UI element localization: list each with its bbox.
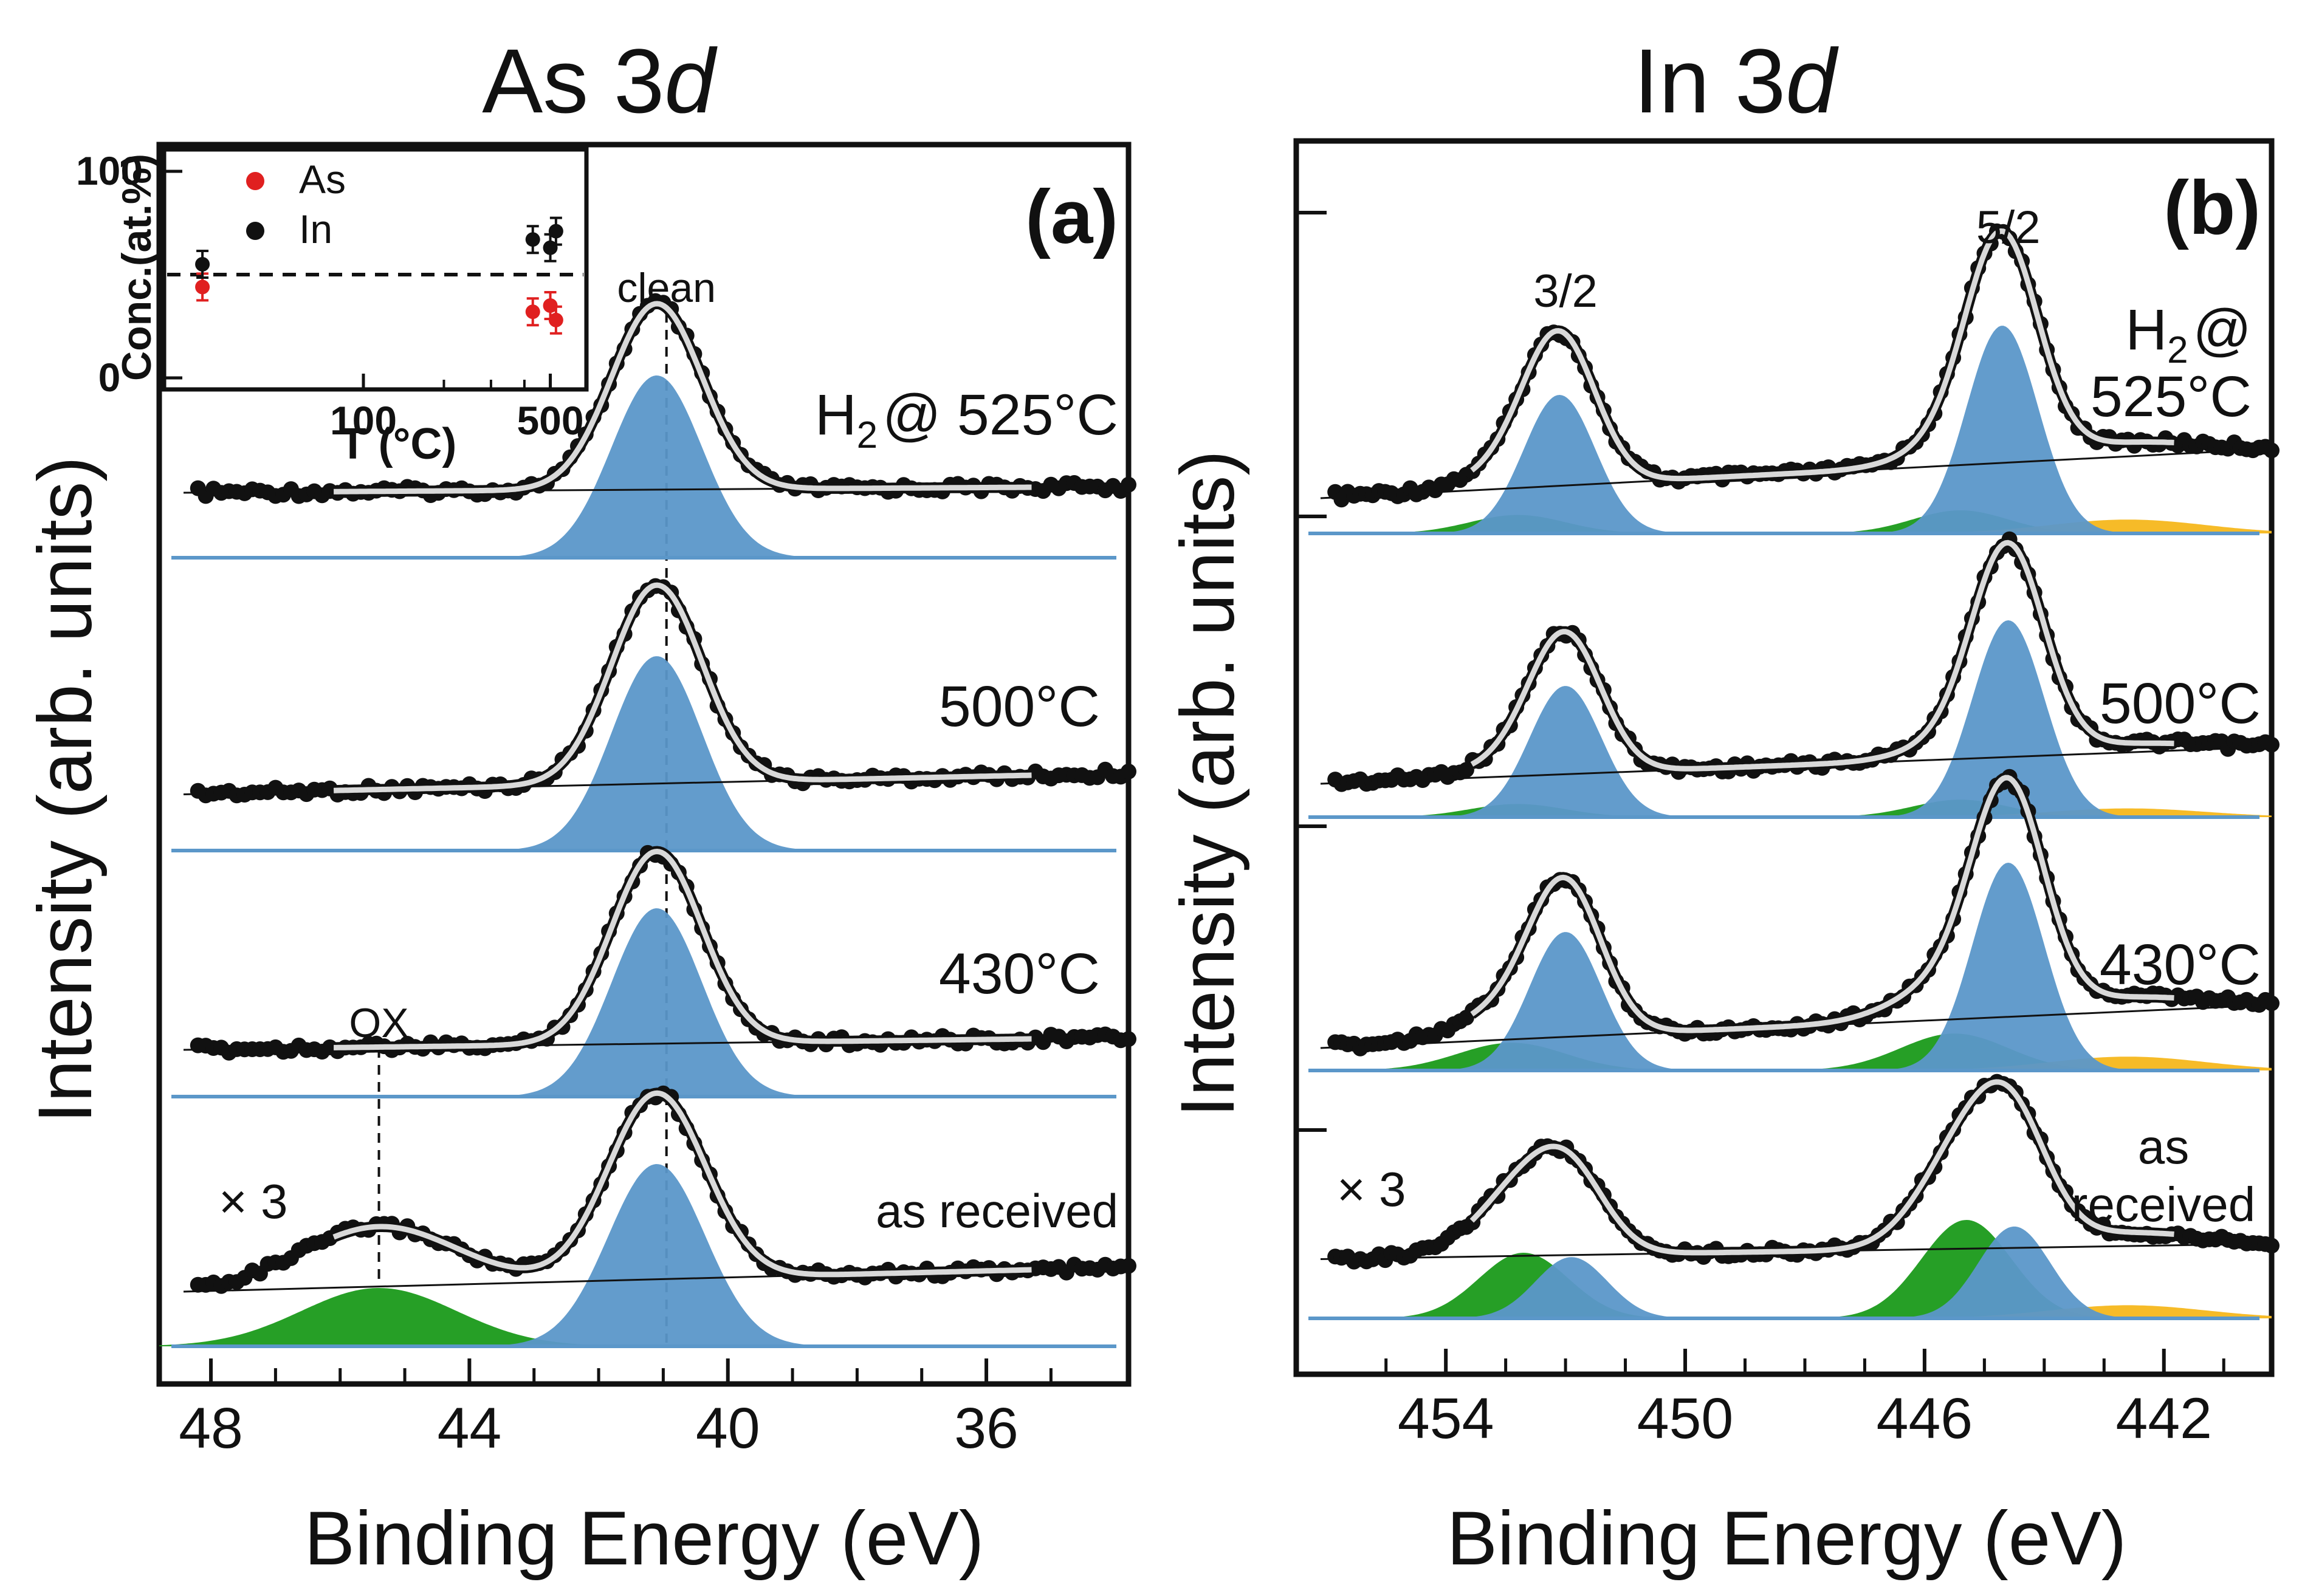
panel-a-spectrum-label-2: 430°C [939, 942, 1100, 1006]
panel-a-xtick-label-48: 48 [179, 1396, 243, 1461]
panel-a-spectrum-3: as received × 3 [159, 1085, 1136, 1348]
panel-a-label-rest: @ 525°C [882, 383, 1118, 447]
panel-b-component-in-3d3-2-2-3 [1296, 932, 2272, 1070]
panel-a-data-point [1121, 763, 1136, 779]
panel-b-data-points-3 [1327, 1074, 2280, 1270]
inset-point-as [195, 279, 210, 295]
panel-a-multiplier-label: × 3 [219, 1174, 287, 1228]
panel-b-component-in-3d5-2-0-4 [1296, 326, 2272, 533]
inset-xtick-label-100: 100 [330, 398, 397, 443]
inset-legend-marker-as [246, 172, 264, 190]
panel-b-frame [1293, 138, 2275, 1377]
inset-point-in [548, 224, 563, 239]
panel-b-label-sub: 2 [2167, 329, 2188, 371]
panel-a-fit-envelope-3 [332, 1090, 1032, 1278]
panel-b-component-in-3d5-2-1-4 [1296, 620, 2272, 817]
panel-a-fit-envelope-1 [333, 582, 1032, 793]
panel-b-spectrum-label-0: H2@ [2125, 298, 2252, 371]
panel-b-component-in-3d3-2-0-3 [1296, 395, 2272, 533]
panel-a-xlabel: Binding Energy (eV) [304, 1496, 984, 1581]
panel-b-fit-envelope-1 [1470, 539, 2174, 772]
panel-a-xtick-label-44: 44 [438, 1396, 502, 1461]
panel-b-component-in-3d3-2-1-3 [1296, 686, 2272, 817]
panel-b-spectrum-label-line2-3: received [2072, 1177, 2255, 1231]
inset-point-in [195, 257, 210, 272]
panel-b-spectrum-0: H2@525°C [1296, 223, 2280, 535]
inset-concentration: 0 100 100 500 T (°C) Conc.(at.%) As In [76, 147, 589, 468]
panel-a-spectrum-label-1: 500°C [939, 674, 1100, 739]
panel-a-ylabel: Intensity (arb. units) [23, 456, 108, 1123]
inset-legend-in: In [299, 207, 332, 252]
panel-a-title: As 3d [482, 30, 718, 132]
inset-legend-marker-in [246, 222, 264, 240]
panel-b-label-h: H [2125, 298, 2167, 362]
panel-a-label-h: H [815, 383, 857, 447]
panel-a-label-sub: 2 [857, 414, 878, 456]
inset-point-in [525, 232, 540, 247]
panel-b-peak-label-0: 3/2 [1533, 265, 1598, 317]
inset-frame [162, 147, 589, 392]
panel-a-xtick-label-36: 36 [954, 1396, 1019, 1461]
panel-b-multiplier-label: × 3 [1337, 1162, 1406, 1216]
panel-b-spectrum-label-2: 430°C [2100, 933, 2261, 997]
panel-b-data-point [2264, 1238, 2280, 1254]
inset-xlabel: T (°C) [340, 420, 457, 468]
panel-b-spectrum-label-1: 500°C [2100, 671, 2261, 736]
panel-b-label-rest: @ [2193, 298, 2252, 362]
panel-a-label: (a) [1025, 175, 1118, 259]
panel-a-spectrum-label-0: H2@ 525°C [815, 383, 1118, 456]
panel-b-spectrum-label-line2-0: 525°C [2091, 365, 2252, 429]
panel-a-spectrum-1: 500°C [159, 578, 1136, 852]
panel-b-fit-envelope-3 [1469, 1079, 2174, 1256]
panel-b-xtick-label-454: 454 [1398, 1386, 1494, 1451]
panel-b-fit-envelope-2 [1470, 775, 2174, 1033]
inset-xtick-label-500: 500 [517, 398, 583, 443]
panel-b-data-point [2264, 442, 2280, 459]
panel-a-data-point [1121, 1031, 1136, 1047]
panel-b-xlabel: Binding Energy (eV) [1447, 1496, 2127, 1581]
panel-b-data-point [2264, 995, 2280, 1012]
inset-ytick-label-100: 100 [76, 148, 143, 193]
panel-b-xtick-label-446: 446 [1877, 1386, 1973, 1451]
panel-b-component-in-3d3-2-3-3 [1296, 1257, 2272, 1318]
panel-b-component-in-3d5-2-3-4 [1296, 1226, 2272, 1318]
panel-a-fit-envelope-2 [334, 848, 1032, 1050]
panel-b-ylabel: Intensity (arb. units) [1166, 450, 1250, 1117]
panel-b-peak-label-1: 5/2 [1976, 202, 2041, 253]
inset-point-as [525, 304, 540, 320]
panel-a-spectrum-2: 430°C [159, 844, 1136, 1098]
panel-a-xtick-label-40: 40 [696, 1396, 760, 1461]
panel-b-component-in-3d5-2-2-4 [1296, 863, 2272, 1070]
panel-b-title: In 3d [1634, 30, 1839, 132]
panel-a-component-as-clean-0-0 [159, 375, 1129, 558]
panel-b-xtick-label-442: 442 [2116, 1386, 2213, 1451]
panel-a-data-point [1121, 1258, 1136, 1274]
panel-b-data-point [2264, 736, 2280, 753]
panel-b-fit-outline-3 [1468, 1076, 2175, 1258]
panel-b-spectrum-2: 430°C [1296, 769, 2280, 1072]
panel-b-xtick-label-450: 450 [1637, 1386, 1734, 1451]
panel-b-spectrum-1: 500°C [1296, 531, 2280, 819]
panel-b-spectrum-label-3: as [2138, 1120, 2190, 1174]
panel-a-fit-envelope-0 [334, 301, 1032, 495]
inset-ytick-label-0: 0 [98, 355, 121, 400]
panel-a-component-as-clean-1-0 [159, 656, 1129, 851]
panel-a-component-as-clean-3-1 [159, 1164, 1129, 1346]
panel-b-label: (b) [2163, 166, 2261, 250]
inset-point-as [548, 312, 563, 327]
panel-a-spectrum-label-3: as received [876, 1184, 1118, 1238]
panel-a-spectrum-0: H2@ 525°C [159, 293, 1136, 560]
panel-a-component-as-clean-2-0 [159, 908, 1129, 1097]
panel-a-component-as-oxide-3-0 [159, 1288, 1129, 1346]
panel-b-fit-envelope-0 [1470, 228, 2174, 482]
inset-legend-as: As [299, 157, 346, 202]
inset-ylabel: Conc.(at.%) [114, 154, 160, 381]
panel-a-data-point [1121, 476, 1136, 493]
